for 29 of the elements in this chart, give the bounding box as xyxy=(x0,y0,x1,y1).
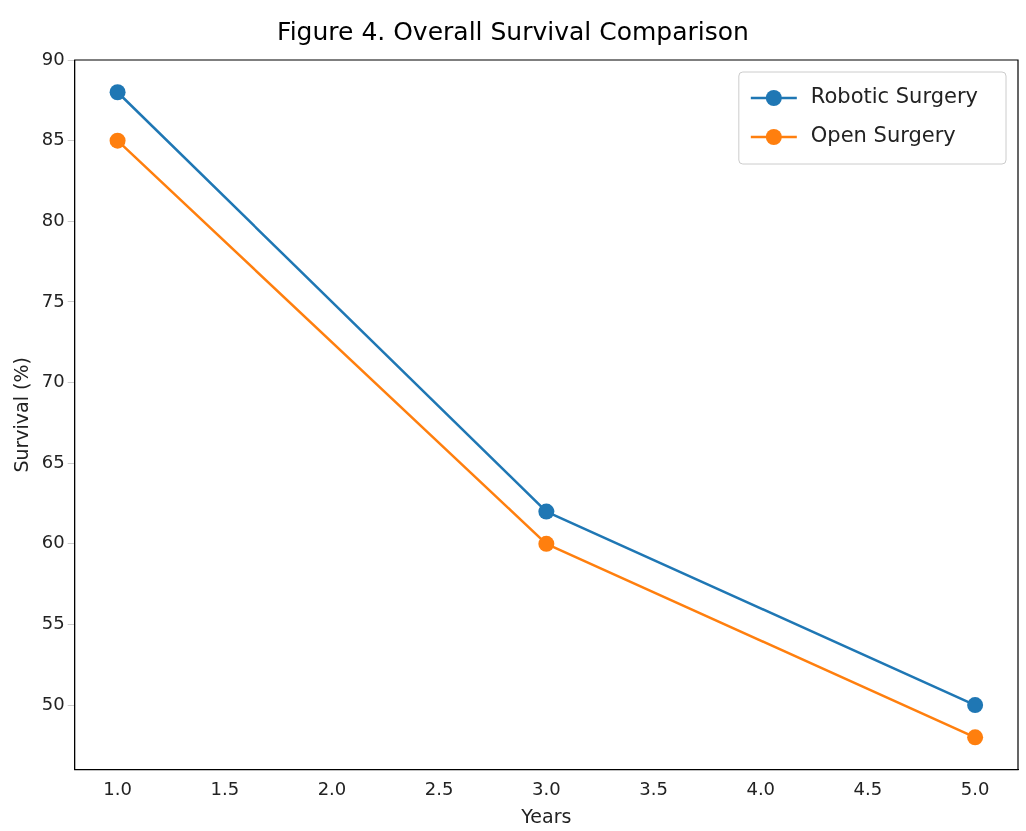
x-tick-label: 4.5 xyxy=(853,778,883,800)
x-tick-label: 5.0 xyxy=(960,778,990,800)
y-tick-label: 50 xyxy=(41,692,65,714)
y-tick-label: 85 xyxy=(41,128,65,150)
y-tick-label: 55 xyxy=(41,612,65,634)
point xyxy=(538,535,555,552)
legend-label: Robotic Surgery xyxy=(810,84,979,109)
x-tick-label: 1.5 xyxy=(210,778,240,800)
legend-label: Open Surgery xyxy=(810,123,956,148)
x-tick-label: 2.0 xyxy=(317,778,347,800)
y-tick-label: 80 xyxy=(41,208,65,230)
x-axis-title: Years xyxy=(520,804,572,827)
y-axis-title: Survival (%) xyxy=(10,357,33,473)
point xyxy=(967,729,984,746)
x-tick-label: 2.5 xyxy=(424,778,454,800)
point xyxy=(538,503,555,520)
point xyxy=(109,132,126,149)
point xyxy=(967,697,984,714)
x-tick-label: 3.0 xyxy=(532,778,561,800)
y-tick-label: 75 xyxy=(41,289,65,311)
y-tick-label: 60 xyxy=(41,531,65,553)
y-tick-label: 90 xyxy=(41,47,65,69)
point xyxy=(109,84,126,101)
y-tick-label: 70 xyxy=(41,370,65,392)
x-tick-label: 3.5 xyxy=(639,778,668,800)
y-tick-label: 65 xyxy=(41,450,65,472)
chart-title: Figure 4. Overall Survival Comparison xyxy=(277,16,749,46)
x-tick-label: 4.0 xyxy=(746,778,776,800)
x-tick-label: 1.0 xyxy=(103,778,132,800)
